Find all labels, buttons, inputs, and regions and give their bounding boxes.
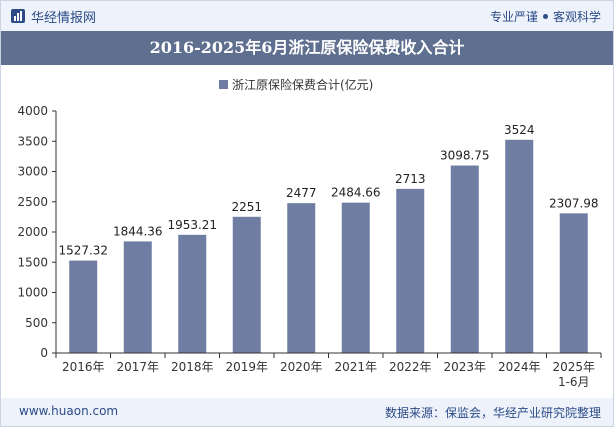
chart-title: 2016-2025年6月浙江原保险保费收入合计 — [149, 38, 465, 57]
x-axis: 2016年 2017年 2018年 2019年 2020年 2021年 2022年 2023年… — [55, 352, 602, 389]
bar-value-label: 1844.36 — [113, 224, 163, 238]
y-tick-label: 500 — [25, 316, 48, 330]
bar — [232, 216, 261, 353]
bar-value-label: 3524 — [504, 123, 535, 137]
bars: 1527.32 1844.36 1953.21 2251 2477 2484.66 2713… — [58, 123, 599, 353]
y-tick-label: 4000 — [17, 104, 48, 118]
y-tick-label: 2500 — [17, 195, 48, 209]
bar — [450, 165, 479, 353]
x-tick-label: 2024年 — [498, 360, 541, 374]
bar — [178, 234, 207, 353]
bar — [287, 203, 316, 353]
brand-logo-icon — [11, 9, 25, 23]
y-tick-label: 3500 — [17, 134, 48, 148]
x-tick-label: 2023年 — [443, 360, 486, 374]
y-tick-label: 2000 — [17, 225, 48, 239]
bar-value-label: 2251 — [231, 200, 262, 214]
y-tick-label: 1000 — [17, 286, 48, 300]
slogan-right: 客观科学 — [552, 10, 601, 24]
bar-value-label: 1527.32 — [58, 244, 108, 258]
y-tick-label: 0 — [40, 346, 48, 360]
bar-chart: 浙江原保险保费合计(亿元) 0 500 1000 1500 2000 2500 3000 35… — [17, 77, 602, 389]
x-tick-label: 2021年 — [334, 360, 377, 374]
bar-value-label: 3098.75 — [440, 149, 490, 163]
x-tick-label: 2025年 1-6月 — [552, 360, 595, 389]
slogan-left: 专业严谨 — [489, 10, 538, 24]
bar — [69, 260, 98, 353]
footer-bar: www.huaon.com 数据来源：保监会，华经产业研究院整理 — [1, 398, 613, 426]
x-tick-label: 2022年 — [389, 360, 432, 374]
y-tick-label: 1500 — [17, 255, 48, 269]
bar-value-label: 2477 — [286, 186, 317, 200]
slogan-dot-icon — [542, 14, 548, 19]
bar — [396, 188, 425, 353]
bar-value-label: 2713 — [395, 172, 426, 186]
top-bar: 华经情报网 专业严谨 客观科学 — [1, 1, 613, 31]
slogan: 专业严谨 客观科学 — [490, 8, 601, 25]
x-tick-label: 2019年 — [225, 360, 268, 374]
y-tick-label: 3000 — [17, 165, 48, 179]
y-axis: 0 500 1000 1500 2000 2500 3000 3500 4000 — [17, 104, 57, 360]
x-tick-label: 2017年 — [116, 360, 159, 374]
title-bar: 2016-2025年6月浙江原保险保费收入合计 — [1, 31, 613, 65]
x-tick-label: 2018年 — [171, 360, 214, 374]
legend: 浙江原保险保费合计(亿元) — [219, 77, 373, 92]
site-url: www.huaon.com — [19, 404, 119, 418]
bar-value-label: 2307.98 — [549, 196, 599, 210]
bar — [123, 241, 152, 353]
x-tick-label: 2020年 — [280, 360, 323, 374]
data-source: 数据来源：保监会，华经产业研究院整理 — [384, 406, 601, 420]
bar — [559, 213, 588, 353]
bar-value-label: 2484.66 — [331, 186, 381, 200]
bar — [341, 202, 370, 353]
bar-value-label: 1953.21 — [167, 218, 217, 232]
x-tick-label: 2016年 — [62, 360, 105, 374]
brand-name: 华经情报网 — [31, 11, 97, 26]
bar — [505, 139, 534, 353]
legend-swatch — [219, 80, 228, 89]
legend-label: 浙江原保险保费合计(亿元) — [232, 77, 373, 92]
